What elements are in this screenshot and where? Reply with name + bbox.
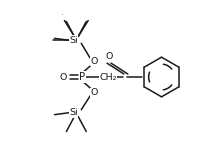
Text: Si: Si	[62, 14, 63, 15]
Text: O: O	[90, 57, 98, 66]
Text: O: O	[60, 73, 67, 82]
Text: Si: Si	[69, 36, 78, 45]
Text: O: O	[105, 52, 113, 61]
Text: P: P	[79, 72, 85, 82]
Text: CH₂: CH₂	[99, 73, 117, 82]
Text: Si: Si	[69, 108, 78, 117]
Text: O: O	[90, 88, 98, 97]
